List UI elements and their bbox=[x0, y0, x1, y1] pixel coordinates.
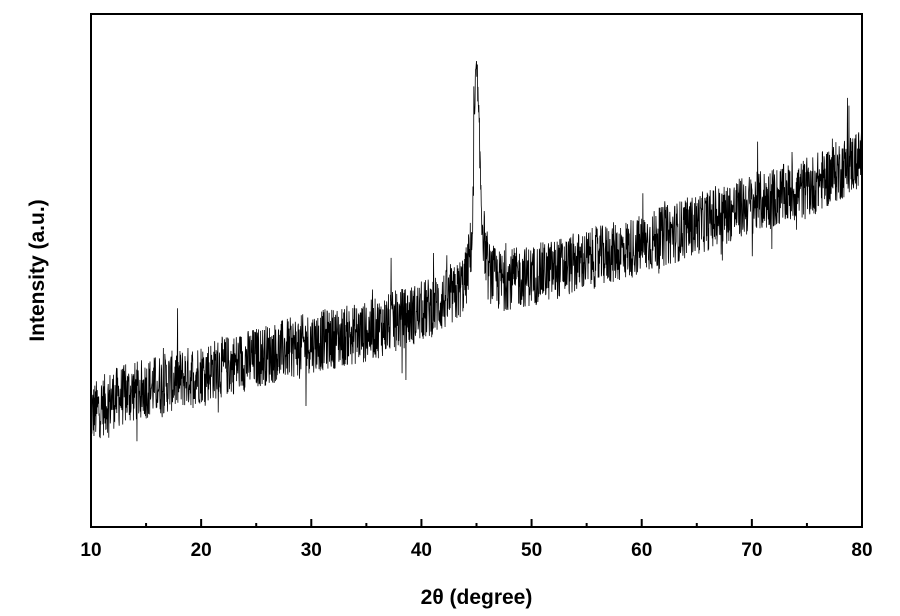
x-tick-label: 40 bbox=[411, 540, 432, 561]
x-tick-label: 10 bbox=[80, 540, 101, 561]
x-tick-label: 50 bbox=[521, 540, 542, 561]
x-tick-label: 30 bbox=[301, 540, 322, 561]
plot-area bbox=[90, 13, 863, 528]
x-tick-label: 20 bbox=[191, 540, 212, 561]
x-tick-label: 70 bbox=[741, 540, 762, 561]
x-tick-label: 80 bbox=[851, 540, 872, 561]
x-axis-tick-labels: 10 20 30 40 50 60 70 80 bbox=[80, 540, 872, 561]
x-axis-title: 2θ (degree) bbox=[421, 586, 533, 609]
x-axis-ticks bbox=[90, 519, 863, 527]
plot-frame bbox=[90, 13, 863, 528]
y-axis-title: Intensity (a.u.) bbox=[26, 199, 49, 341]
x-tick-label: 60 bbox=[631, 540, 652, 561]
series-line bbox=[90, 60, 863, 442]
